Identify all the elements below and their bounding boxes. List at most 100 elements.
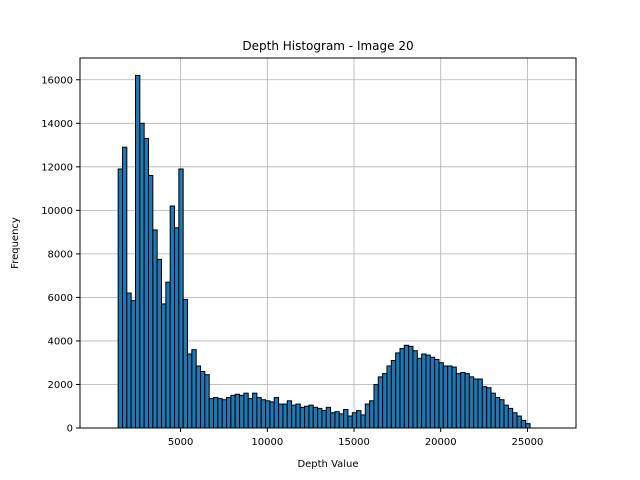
histogram-bar	[442, 365, 449, 429]
histogram-bar	[121, 146, 128, 429]
y-tick-label: 6000	[48, 293, 73, 304]
histogram-bar	[455, 373, 462, 429]
histogram-bar	[273, 397, 280, 429]
histogram-bar	[126, 292, 132, 429]
histogram-bar	[408, 345, 414, 429]
histogram-bar	[304, 405, 310, 429]
histogram-bar	[421, 353, 427, 429]
histogram-bar	[174, 227, 180, 429]
histogram-bar	[356, 410, 362, 429]
histogram-bar	[143, 138, 150, 429]
histogram-bar	[148, 175, 154, 429]
histogram-bar	[239, 394, 245, 429]
histogram-bar	[360, 414, 366, 429]
histogram-bar	[269, 401, 275, 429]
y-tick-label: 0	[67, 424, 73, 435]
histogram-bar	[286, 400, 293, 429]
histogram-bar	[390, 360, 397, 429]
histogram-bar	[208, 398, 215, 429]
histogram-bar	[525, 423, 531, 429]
histogram-bar	[178, 168, 184, 429]
histogram-bar	[256, 397, 262, 429]
histogram-bar	[429, 356, 436, 429]
y-axis-ticks: 0 2000 4000 6000 8000 10000 12000 14000 16000	[41, 75, 80, 435]
histogram-bar	[321, 410, 327, 429]
histogram-bar	[152, 229, 158, 429]
histogram-bar	[213, 397, 219, 429]
histogram-bar	[434, 358, 440, 429]
histogram-bar	[134, 74, 141, 429]
x-axis-ticks: 5000 10000 15000 20000 25000	[168, 428, 543, 448]
histogram-bar	[507, 407, 514, 429]
histogram-bar	[182, 299, 189, 429]
histogram-bar	[468, 376, 475, 429]
histogram-bar	[499, 399, 505, 429]
histogram-bar	[243, 392, 249, 429]
histogram-bar	[117, 168, 123, 429]
histogram-bar	[494, 397, 501, 429]
x-tick-label: 25000	[512, 437, 544, 448]
histogram-bar	[221, 399, 228, 429]
histogram-bar	[395, 352, 401, 429]
histogram-bar	[252, 392, 258, 429]
histogram-bar	[139, 122, 145, 429]
histogram-bar	[438, 362, 444, 429]
x-tick-label: 15000	[338, 437, 370, 448]
histogram-bar	[503, 404, 509, 429]
histogram-bar	[425, 354, 431, 429]
histogram-bar	[347, 415, 353, 429]
histogram-bar	[325, 406, 332, 429]
histogram-bar	[165, 281, 171, 429]
histogram-bar	[278, 403, 284, 429]
histogram-bar	[308, 404, 314, 429]
histogram-bar	[338, 413, 345, 429]
histogram-bar	[399, 348, 405, 429]
y-tick-label: 8000	[48, 249, 73, 260]
histogram-bar	[377, 376, 384, 429]
histogram-bar	[156, 258, 163, 429]
histogram-bar	[282, 403, 288, 429]
x-axis-label: Depth Value	[297, 459, 358, 470]
histogram-bar	[191, 349, 197, 429]
plot-frame	[79, 57, 577, 429]
histogram-bar	[386, 365, 392, 429]
histogram-bar	[516, 415, 522, 429]
histogram-bar	[226, 397, 232, 429]
histogram-bar	[299, 406, 306, 429]
histogram-bar	[312, 406, 319, 429]
histogram-bar	[369, 400, 375, 429]
histogram-bar	[373, 383, 379, 429]
histogram-bar	[486, 387, 492, 429]
histogram-bar	[412, 350, 418, 429]
histogram-bar	[343, 409, 349, 429]
y-tick-label: 4000	[48, 336, 73, 347]
y-axis-label: Frequency	[10, 217, 21, 269]
histogram-bar	[382, 373, 388, 429]
histogram-bar	[200, 370, 206, 429]
histogram-bar	[451, 366, 457, 429]
histogram-bar	[230, 394, 236, 429]
y-tick-label: 2000	[48, 380, 73, 391]
histogram-bar	[130, 300, 136, 429]
y-tick-label: 16000	[41, 75, 73, 86]
histogram-bar	[247, 398, 254, 429]
x-tick-label: 10000	[251, 437, 283, 448]
histogram-bar	[295, 403, 301, 429]
histogram-bar	[364, 403, 371, 429]
histogram-bar	[330, 412, 336, 429]
histogram-bar	[217, 398, 223, 429]
histogram-bar	[416, 357, 423, 429]
histogram-bar	[265, 400, 271, 429]
histogram-bar	[464, 373, 470, 429]
histogram-bar	[260, 399, 267, 429]
y-tick-label: 14000	[41, 119, 73, 130]
histogram-bar	[169, 205, 176, 429]
x-tick-label: 5000	[168, 437, 193, 448]
x-tick-label: 20000	[425, 437, 457, 448]
histogram-bar	[460, 372, 466, 429]
histogram-bar	[317, 407, 323, 429]
histogram-bar	[187, 353, 193, 429]
chart-title: Depth Histogram - Image 20	[242, 39, 413, 53]
histogram-bar	[403, 344, 410, 429]
